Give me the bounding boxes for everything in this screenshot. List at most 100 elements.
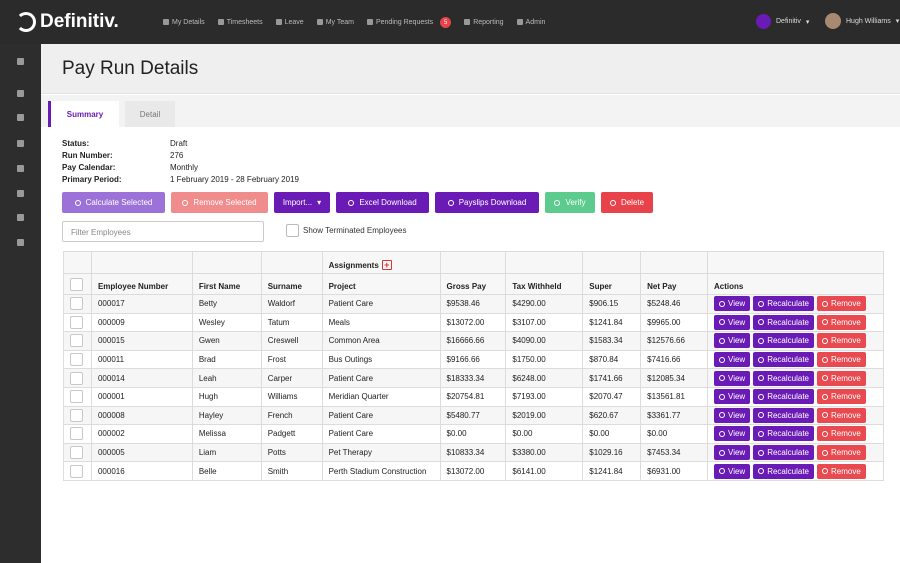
action-icon: [719, 319, 725, 326]
actions-cell: View Recalculate Remove: [707, 405, 884, 426]
sidebar-icon[interactable]: [17, 239, 24, 246]
tab[interactable]: Summary: [48, 101, 119, 127]
logo[interactable]: Definitiv.: [16, 11, 119, 33]
table-cell: $20754.81: [439, 386, 507, 407]
table-cell: 000001: [90, 386, 193, 407]
nav-item[interactable]: My Team: [316, 19, 354, 26]
row-checkbox[interactable]: [70, 334, 83, 348]
action-icon: [758, 300, 765, 307]
nav-icon: [464, 19, 471, 25]
button[interactable]: Remove Selected: [171, 192, 268, 213]
action-button[interactable]: View: [714, 389, 751, 405]
actions-cell: View Recalculate Remove: [707, 349, 884, 370]
action-button[interactable]: View: [714, 407, 751, 423]
nav-item[interactable]: Admin: [516, 19, 545, 26]
button[interactable]: Import... ▾: [274, 192, 330, 213]
nav-item[interactable]: Leave: [275, 19, 304, 26]
table-cell: $620.67: [582, 405, 642, 426]
button-icon: [447, 199, 454, 206]
header-cell: [260, 251, 323, 274]
action-button[interactable]: Remove: [817, 445, 866, 461]
header-cell: [63, 251, 92, 274]
sidebar-icon[interactable]: [17, 165, 24, 172]
nav-item[interactable]: Reporting: [464, 19, 504, 26]
action-button[interactable]: View: [714, 352, 751, 368]
action-button[interactable]: Remove: [817, 389, 866, 405]
action-icon: [719, 468, 725, 475]
action-button[interactable]: View: [714, 296, 751, 312]
nav-item[interactable]: Pending Requests: [366, 19, 433, 26]
checkbox[interactable]: [286, 224, 299, 237]
action-icon: [719, 337, 725, 344]
action-label: Remove: [831, 317, 861, 327]
action-label: Recalculate: [767, 355, 810, 365]
button[interactable]: Delete: [601, 192, 653, 213]
actions-cell: View Recalculate Remove: [707, 386, 884, 407]
row-checkbox[interactable]: [70, 464, 83, 478]
action-button[interactable]: View: [714, 370, 751, 386]
table-cell: $5248.46: [640, 294, 708, 314]
action-button[interactable]: Recalculate: [753, 426, 815, 442]
action-button[interactable]: View: [714, 463, 751, 479]
action-button[interactable]: View: [714, 426, 751, 442]
action-button[interactable]: Remove: [817, 426, 866, 442]
table-cell: Patient Care: [321, 294, 441, 314]
action-button[interactable]: View: [714, 333, 751, 349]
action-button[interactable]: Recalculate: [753, 333, 815, 349]
sidebar-icon[interactable]: [17, 214, 24, 221]
action-button[interactable]: Recalculate: [753, 407, 815, 423]
checkbox-label[interactable]: Show Terminated Employees: [303, 226, 407, 235]
action-label: Recalculate: [767, 317, 810, 327]
action-button[interactable]: Remove: [817, 333, 866, 349]
action-button[interactable]: View: [714, 314, 751, 330]
button[interactable]: Excel Download: [336, 192, 429, 213]
action-button[interactable]: View: [714, 445, 751, 461]
button[interactable]: Verify: [545, 192, 595, 213]
row-checkbox[interactable]: [70, 427, 83, 441]
button[interactable]: Calculate Selected: [62, 192, 165, 213]
action-button[interactable]: Remove: [817, 296, 866, 312]
company-switcher[interactable]: Definitiv ▾: [756, 14, 809, 29]
row-checkbox[interactable]: [70, 315, 83, 329]
sidebar-icon[interactable]: [17, 90, 24, 97]
tab[interactable]: Detail: [125, 101, 175, 127]
nav-label: Reporting: [473, 19, 504, 26]
action-label: Remove: [831, 448, 861, 458]
row-checkbox[interactable]: [70, 297, 83, 311]
sidebar-icon[interactable]: [17, 140, 24, 147]
button[interactable]: Payslips Download: [435, 192, 539, 213]
action-button[interactable]: Recalculate: [753, 445, 815, 461]
action-button[interactable]: Remove: [817, 370, 866, 386]
action-button[interactable]: Remove: [817, 463, 866, 479]
row-checkbox[interactable]: [70, 371, 83, 385]
action-button[interactable]: Remove: [817, 407, 866, 423]
row-checkbox[interactable]: [70, 390, 83, 404]
column-header: Super: [582, 272, 642, 295]
action-button[interactable]: Recalculate: [753, 389, 815, 405]
action-button[interactable]: Remove: [817, 314, 866, 330]
action-button[interactable]: Recalculate: [753, 314, 815, 330]
sidebar-icon[interactable]: [17, 58, 24, 65]
row-checkbox[interactable]: [70, 446, 83, 460]
action-button[interactable]: Recalculate: [753, 296, 815, 312]
action-button[interactable]: Recalculate: [753, 463, 815, 479]
action-button[interactable]: Remove: [817, 352, 866, 368]
table-cell: Tatum: [260, 312, 323, 333]
sidebar-icon[interactable]: [17, 190, 24, 197]
sidebar-icon[interactable]: [17, 114, 24, 121]
nav-item[interactable]: Timesheets: [217, 19, 263, 26]
user-menu[interactable]: Hugh Williams ▾: [825, 13, 899, 29]
table-cell: Melissa: [191, 424, 262, 444]
table-cell: Betty: [191, 294, 262, 314]
filter-input[interactable]: Filter Employees: [62, 221, 264, 242]
top-nav: Definitiv. My Details Timesheets Leave My T…: [0, 0, 900, 44]
action-button[interactable]: Recalculate: [753, 352, 815, 368]
add-icon[interactable]: +: [381, 259, 392, 270]
table-row: 000002 Melissa Padgett Patient Care $0.00 $0.…: [63, 424, 884, 444]
row-checkbox[interactable]: [70, 353, 83, 367]
action-button[interactable]: Recalculate: [753, 370, 815, 386]
nav-item[interactable]: My Details: [163, 19, 205, 26]
row-checkbox[interactable]: [70, 408, 83, 422]
action-icon: [719, 393, 725, 400]
